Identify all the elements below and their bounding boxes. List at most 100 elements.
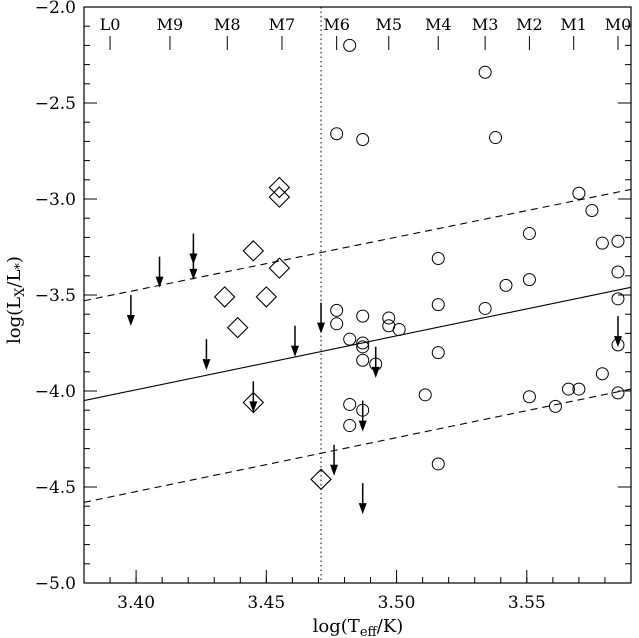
y-tick-label: −4.5 [35, 478, 76, 498]
circle-point [499, 278, 513, 292]
arrow-head [358, 420, 367, 432]
circle-point [611, 386, 625, 400]
y-tick-label: −5.0 [35, 574, 76, 594]
circle-point [418, 388, 432, 402]
diamond-point [310, 468, 332, 491]
upper-limit-arrow [317, 302, 326, 334]
x-tick-labels: 3.40 3.45 3.50 3.55 [117, 593, 546, 613]
circle-point [548, 399, 562, 413]
diamond-point [268, 257, 291, 279]
circle-point [431, 252, 445, 266]
circle-point [431, 346, 445, 360]
circle-point [343, 332, 357, 346]
circle-point [478, 301, 492, 315]
diamond-point [255, 286, 278, 308]
arrow-head [613, 336, 622, 348]
y-axis-title: log(LX/L*) [4, 256, 28, 344]
upper-limit-arrow [249, 381, 258, 413]
circle-point [489, 131, 503, 145]
y-tick-label: −3.5 [35, 286, 76, 306]
diamond-point [268, 186, 291, 208]
circle-point [522, 390, 536, 404]
arrow-head [249, 401, 258, 413]
circle-point [382, 311, 396, 325]
circle-point [330, 127, 344, 141]
spectral-type-label: M6 [323, 15, 350, 34]
circle-point [522, 273, 536, 287]
y-tick-label: −2.0 [35, 0, 76, 18]
x-tick-label: 3.50 [378, 593, 416, 613]
diamond-point [213, 286, 236, 308]
upper-limit-arrow [189, 248, 198, 280]
arrow-head [330, 464, 339, 476]
arrow-head [371, 366, 380, 378]
spectral-type-label: M4 [425, 15, 452, 34]
arrow-head [358, 503, 367, 515]
x-axis-title: log(Teff/K) [313, 616, 404, 638]
spectral-type-label: M7 [269, 15, 296, 34]
circle-point [356, 132, 370, 146]
circle-point [585, 204, 599, 218]
spectral-type-label: M5 [375, 15, 402, 34]
spectral-type-label: L0 [100, 15, 121, 34]
spectral-type-label: M0 [605, 15, 632, 34]
circle-point [595, 236, 609, 250]
y-tick-label: −4.0 [35, 382, 76, 402]
spectral-type-label: M1 [560, 15, 587, 34]
upper-limit-arrow [358, 483, 367, 515]
circle-point [356, 336, 370, 350]
circle-point [431, 298, 445, 312]
circle-point [343, 419, 357, 433]
upper-limit-arrow [290, 325, 299, 357]
x-tick-label: 3.40 [117, 593, 155, 613]
circle-point [611, 234, 625, 248]
arrow-head [126, 315, 135, 326]
circle-point [572, 382, 586, 396]
reference-lines [83, 7, 632, 583]
spectral-type-label: M8 [214, 15, 241, 34]
arrow-head [155, 276, 164, 288]
upper-limit-arrow [613, 316, 622, 348]
upper-limit-arrow [330, 444, 339, 476]
circle-point [330, 317, 344, 331]
spectral-type-label: M9 [157, 15, 184, 34]
dashed-fit-line [83, 188, 632, 302]
minor-ticks [83, 6, 632, 584]
circle-point [431, 457, 445, 471]
dashed-fit-line [83, 388, 632, 503]
circle-point [356, 353, 370, 367]
x-tick-label: 3.55 [508, 593, 546, 613]
upper-limit-arrow [202, 339, 211, 371]
diamond-point [226, 316, 249, 339]
circle-point [356, 340, 370, 354]
plot-frame [83, 6, 632, 584]
circle-point [561, 382, 575, 396]
upper-limit-arrow [155, 256, 164, 288]
circle-point [392, 323, 406, 337]
circle-point [478, 65, 492, 79]
arrow-head [290, 345, 299, 357]
y-tick-labels: −2.0 −2.5 −3.0 −3.5 −4.0 −4.5 −5.0 [35, 0, 76, 594]
circle-point [595, 367, 609, 381]
x-tick-label: 3.45 [247, 593, 285, 613]
upper-limit-arrow [126, 295, 135, 326]
diamond-point [242, 240, 265, 262]
spectral-type-axis: L0 M9 M8 M7 M6 M5 M4 M3 M2 M1 M0 [100, 15, 632, 50]
upper-limit-arrow [371, 346, 380, 378]
arrow-head [317, 322, 326, 334]
diamond-point [268, 176, 291, 199]
circle-point [356, 309, 370, 323]
y-tick-label: −3.0 [35, 190, 76, 210]
arrow-head [189, 268, 198, 280]
circle-point [611, 265, 625, 279]
spectral-type-label: M3 [472, 15, 499, 34]
circle-point [522, 227, 536, 241]
circle-point [343, 397, 357, 411]
circle-point [343, 38, 357, 52]
circle-point [330, 303, 344, 317]
major-ticks [84, 6, 631, 584]
y-tick-label: −2.5 [35, 94, 76, 114]
spectral-type-label: M2 [516, 15, 543, 34]
